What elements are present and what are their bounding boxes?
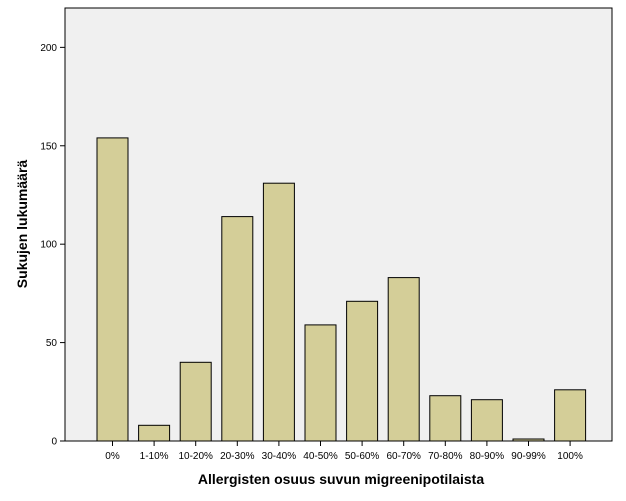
- bar-10-20pct: [179, 361, 212, 442]
- y-axis-title: Sukujen lukumäärä: [14, 160, 30, 289]
- x-tick-label: 70-80%: [428, 451, 463, 462]
- bar-40-50pct: [304, 324, 337, 442]
- x-tick-label: 80-90%: [470, 451, 505, 462]
- x-tick-label: 10-20%: [178, 451, 213, 462]
- x-tick-label: 0%: [105, 451, 120, 462]
- x-tick-label: 1-10%: [140, 451, 169, 462]
- y-tick-label: 150: [40, 141, 57, 152]
- x-tick-label: 40-50%: [303, 451, 338, 462]
- bar-50-60pct: [346, 300, 379, 442]
- bar-20-30pct: [221, 216, 254, 442]
- plot-background: [65, 8, 612, 441]
- y-tick-label: 200: [40, 43, 57, 54]
- bar-70-80pct: [429, 395, 462, 442]
- plot-border: [64, 7, 613, 442]
- y-tick-label: 0: [51, 437, 57, 448]
- bar-1-10pct: [138, 424, 171, 442]
- x-tick-label: 20-30%: [220, 451, 255, 462]
- bar-80-90pct: [470, 399, 503, 442]
- bar-100pct: [554, 389, 587, 442]
- y-tick-label: 50: [46, 338, 58, 349]
- y-tick-label: 100: [40, 240, 57, 251]
- bar-30-40pct: [262, 182, 295, 442]
- bars-group: [96, 137, 587, 442]
- x-tick-labels: 0% 1-10% 10-20% 20-30% 30-40% 40-50% 50-60% 60-…: [105, 441, 583, 462]
- x-axis-title: Allergisten osuus suvun migreenipotilais…: [198, 471, 484, 487]
- x-tick-label: 50-60%: [345, 451, 380, 462]
- x-tick-label: 30-40%: [262, 451, 297, 462]
- y-tick-labels: 0 50 100 150 200: [40, 43, 65, 448]
- bar-0pct: [96, 137, 129, 442]
- x-tick-label: 60-70%: [386, 451, 421, 462]
- bar-60-70pct: [387, 277, 420, 442]
- x-tick-label: 90-99%: [511, 451, 546, 462]
- x-tick-label: 100%: [557, 451, 583, 462]
